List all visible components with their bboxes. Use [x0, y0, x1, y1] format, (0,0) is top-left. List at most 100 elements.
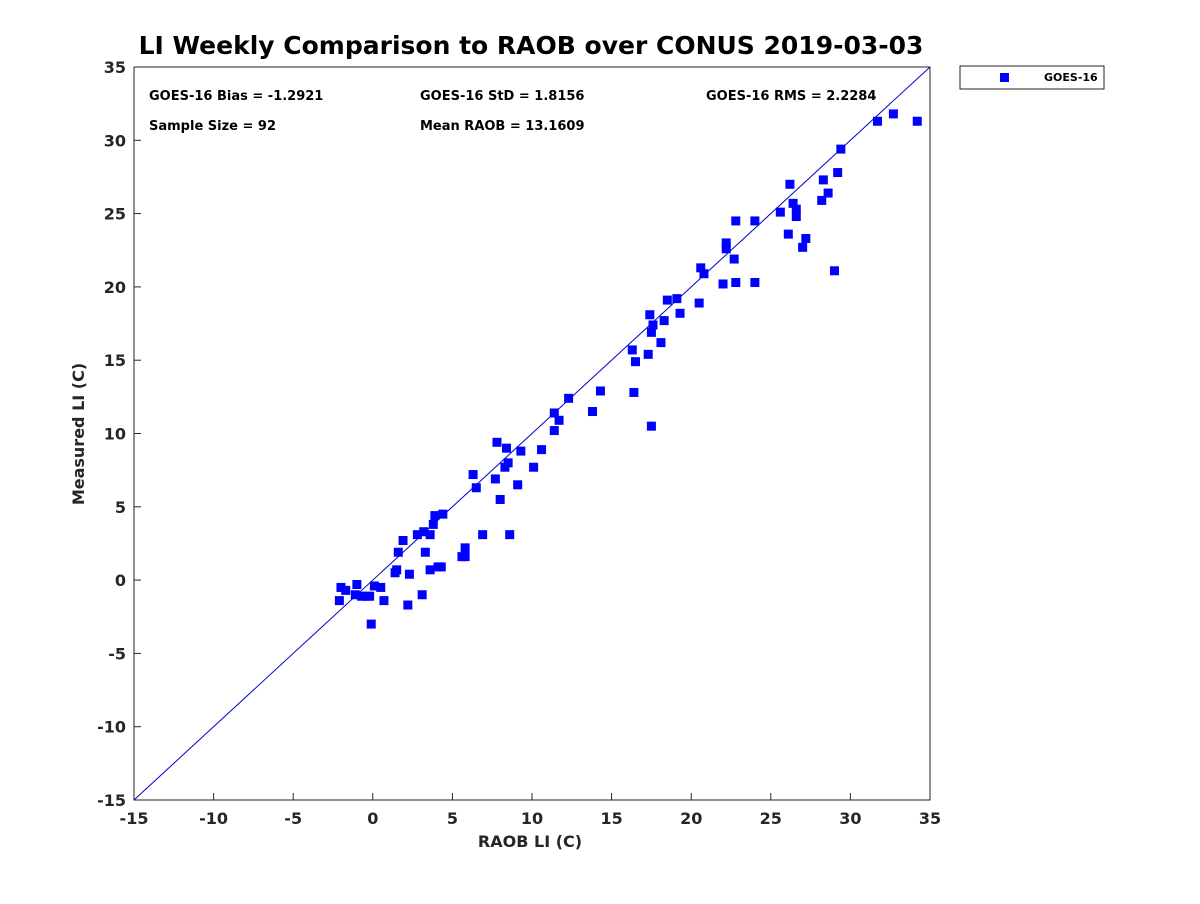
data-point: [503, 458, 513, 468]
data-point: [468, 470, 478, 480]
one-to-one-line: [133, 66, 931, 801]
data-point: [502, 443, 512, 453]
data-point: [471, 483, 481, 493]
y-tick-label: 35: [104, 58, 126, 77]
data-point: [404, 569, 414, 579]
data-point: [428, 519, 438, 529]
x-tick-label: 35: [919, 809, 941, 828]
data-point: [798, 242, 808, 252]
data-point: [376, 582, 386, 592]
data-point: [646, 327, 656, 337]
stat-bias: GOES-16 Bias = -1.2921: [149, 89, 323, 104]
y-tick-label: 25: [104, 205, 126, 224]
data-point: [629, 387, 639, 397]
legend: GOES-16: [959, 65, 1105, 90]
data-point: [438, 509, 448, 519]
y-axis-label: Measured LI (C): [69, 363, 88, 505]
data-point: [750, 216, 760, 226]
data-point: [643, 349, 653, 359]
data-point: [490, 474, 500, 484]
stat-sample-size: Sample Size = 92: [149, 119, 276, 134]
data-point: [872, 116, 882, 126]
legend-box: [959, 65, 1105, 90]
x-tick-label: 25: [760, 809, 782, 828]
data-point: [775, 207, 785, 217]
data-point: [336, 582, 346, 592]
data-point: [341, 585, 351, 595]
data-point: [833, 168, 843, 178]
data-point: [731, 216, 741, 226]
x-tick-label: 20: [680, 809, 702, 828]
data-point: [829, 266, 839, 276]
reference-line-layer: [133, 66, 931, 801]
x-axis-label: RAOB LI (C): [478, 832, 582, 851]
data-point: [721, 238, 731, 248]
data-point: [412, 530, 422, 540]
data-point: [721, 244, 731, 254]
data-point: [357, 591, 367, 601]
data-point: [699, 269, 709, 279]
data-point: [788, 198, 798, 208]
data-point: [513, 480, 523, 490]
data-point: [436, 562, 446, 572]
x-tick-label: -10: [199, 809, 228, 828]
data-point: [392, 565, 402, 575]
data-point: [379, 596, 389, 606]
data-point: [369, 581, 379, 591]
y-axis-ticks: -15 -10 -5 0 5 10 15 20 25 30 35: [97, 58, 141, 810]
data-point: [823, 188, 833, 198]
y-tick-label: -10: [97, 718, 126, 737]
y-tick-label: 30: [104, 131, 126, 150]
data-point: [419, 527, 429, 537]
data-point: [729, 254, 739, 264]
data-point: [630, 357, 640, 367]
stat-mean-raob: Mean RAOB = 13.1609: [420, 119, 585, 134]
data-point: [694, 298, 704, 308]
y-tick-label: 0: [115, 571, 126, 590]
data-point: [549, 426, 559, 436]
data-point: [516, 446, 526, 456]
data-point: [417, 590, 427, 600]
data-point: [398, 536, 408, 546]
legend-entry-goes16: GOES-16: [1044, 71, 1098, 84]
data-point: [403, 600, 413, 610]
data-point: [659, 316, 669, 326]
data-point: [791, 204, 801, 214]
data-point: [420, 547, 430, 557]
data-point: [785, 179, 795, 189]
data-point: [460, 552, 470, 562]
x-tick-label: 15: [600, 809, 622, 828]
data-point: [564, 393, 574, 403]
data-point: [425, 565, 435, 575]
data-point: [334, 596, 344, 606]
y-tick-label: -5: [108, 644, 126, 663]
x-tick-label: -5: [284, 809, 302, 828]
data-point: [656, 338, 666, 348]
data-point: [836, 144, 846, 154]
x-tick-label: 10: [521, 809, 543, 828]
stat-std: GOES-16 StD = 1.8156: [420, 89, 584, 104]
data-point: [430, 511, 440, 521]
data-point: [818, 175, 828, 185]
legend-marker-square: [1000, 73, 1009, 82]
data-point: [731, 278, 741, 288]
y-tick-label: -15: [97, 791, 126, 810]
data-point: [393, 547, 403, 557]
x-tick-label: 5: [447, 809, 458, 828]
data-point: [554, 415, 564, 425]
data-point: [425, 530, 435, 540]
data-point: [648, 320, 658, 330]
y-tick-label: 10: [104, 425, 126, 444]
data-point: [352, 579, 362, 589]
data-point: [492, 437, 502, 447]
data-point: [801, 234, 811, 244]
y-tick-label: 20: [104, 278, 126, 297]
data-point: [365, 591, 375, 601]
data-point: [888, 109, 898, 119]
data-point: [495, 494, 505, 504]
data-point: [672, 294, 682, 304]
data-point: [595, 386, 605, 396]
data-point: [505, 530, 515, 540]
